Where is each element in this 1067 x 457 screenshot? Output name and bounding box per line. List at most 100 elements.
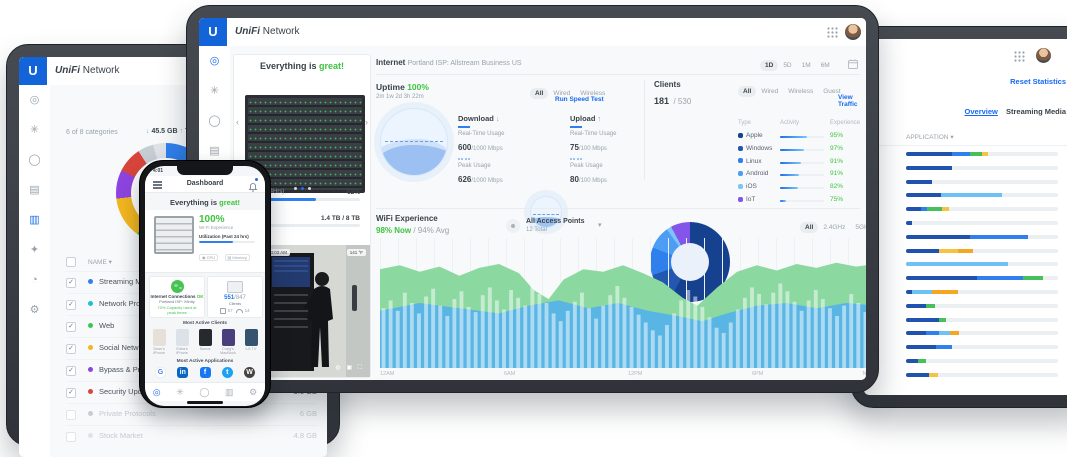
memory-chip[interactable]: ▤ Memory [224, 254, 250, 261]
client-type-name: Android [746, 170, 769, 178]
sidebar-item-topology[interactable]: ✳ [199, 76, 230, 106]
sidebar-item-notifications[interactable]: ◔ [19, 265, 50, 295]
sidebar-item-dashboard[interactable]: ◎ [199, 46, 230, 76]
linkedin-app-icon[interactable]: in [177, 367, 189, 378]
application-usage-bar [906, 234, 1058, 239]
category-row[interactable]: Stock Market 4.8 GB [66, 425, 317, 447]
phone-nav-statistics[interactable]: ▥ [225, 387, 234, 398]
clients-filter-guest[interactable]: Guest [823, 88, 841, 95]
internet-tile[interactable]: Internet Connections OK Portland ISP: Xf… [149, 276, 205, 318]
range-5d[interactable]: 5D [783, 62, 792, 69]
sidebar-item-statistics[interactable]: ▥ [19, 205, 50, 235]
row-checkbox[interactable]: ✓ [66, 388, 76, 398]
active-client-item[interactable]: Craig's MacBook [218, 329, 238, 357]
unifi-logo[interactable]: U [19, 57, 47, 85]
home-indicator[interactable] [187, 401, 223, 404]
active-client-item[interactable]: Erika's iPhone [172, 329, 192, 357]
unifi-logo[interactable]: U [199, 18, 227, 46]
wordpress-app-icon[interactable]: W [244, 367, 255, 378]
usage-segment [925, 331, 940, 336]
uptime-filter-wired[interactable]: Wired [553, 90, 571, 97]
app-grid-icon[interactable] [827, 27, 838, 38]
twitter-app-icon[interactable]: t [221, 367, 233, 378]
camera-controls[interactable]: ◍ ▣ ⛶ [335, 365, 364, 371]
clients-filter-all[interactable]: All [738, 86, 757, 97]
active-client-item[interactable]: Sean's iPhone [149, 329, 169, 357]
row-checkbox[interactable]: ✓ [66, 322, 76, 332]
sidebar-item-settings[interactable]: ⚙ [19, 295, 50, 325]
range-1m[interactable]: 1M [801, 62, 811, 69]
row-checkbox[interactable]: ✓ [66, 300, 76, 310]
activity-bar [780, 187, 824, 190]
cpu-chip[interactable]: ◉ CPU [199, 254, 219, 261]
row-checkbox[interactable] [66, 432, 76, 442]
reset-statistics-link[interactable]: Reset Statistics [1010, 77, 1066, 86]
wifi-filter-2.4ghz[interactable]: 2.4GHz [823, 224, 846, 231]
phone-nav-devices[interactable]: ◯ [199, 387, 209, 398]
wifi-filter-all[interactable]: All [800, 222, 819, 233]
app-grid-icon[interactable] [1014, 51, 1025, 62]
time-range-selector: 1D 5D 1M 6M [760, 54, 835, 72]
user-avatar[interactable] [1036, 48, 1051, 63]
sidebar-item-devices[interactable]: ◯ [199, 106, 230, 136]
carousel-dot[interactable] [307, 187, 311, 190]
settings-icon: ⚙ [29, 304, 40, 316]
phone-nav-topology[interactable]: ✳ [176, 387, 184, 398]
row-checkbox[interactable]: ✓ [66, 344, 76, 354]
carousel-prev-icon[interactable]: ‹ [236, 117, 239, 127]
application-usage-bar [906, 152, 1058, 156]
row-checkbox[interactable]: ✓ [66, 278, 76, 288]
sidebar-item-insights[interactable]: ✦ [19, 235, 50, 265]
download-arrow-icon: ↓ [146, 128, 150, 135]
uptime-filter-wireless[interactable]: Wireless [580, 90, 606, 97]
range-1d[interactable]: 1D [760, 60, 779, 71]
clients-filter-wireless[interactable]: Wireless [788, 88, 814, 95]
usage-segment [981, 152, 989, 156]
facebook-app-icon[interactable]: f [199, 367, 211, 378]
uptime-filter-all[interactable]: All [530, 88, 549, 99]
category-color-icon [88, 389, 93, 394]
sidebar-item-clients[interactable]: ▤ [199, 136, 230, 166]
os-type-icon [738, 196, 743, 202]
google-app-icon[interactable]: G [155, 367, 166, 378]
carousel-dots[interactable] [234, 177, 370, 195]
user-avatar[interactable] [845, 24, 861, 40]
clients-tile[interactable]: 551/847 Clients 57 14 [207, 276, 263, 318]
sidebar-item-clients[interactable]: ▤ [19, 175, 50, 205]
view-traffic-link[interactable]: View Traffic [838, 94, 858, 108]
wifi-experience-chart[interactable]: 12AM6AM12PM6PMNOW100806040200 [380, 238, 866, 377]
chart-x-label: NOW [862, 371, 866, 377]
active-client-item[interactable]: Sonos [195, 329, 215, 357]
run-speed-test-link[interactable]: Run Speed Test [555, 96, 604, 103]
tab-overview[interactable]: Overview [964, 107, 998, 116]
application-column-header[interactable]: APPLICATION ▾ [906, 134, 954, 141]
calendar-icon[interactable] [848, 56, 858, 74]
select-all-checkbox[interactable] [66, 257, 76, 267]
client-type-name: IoT [746, 195, 756, 203]
most-active-clients-title: Most Active Clients [182, 321, 228, 326]
notification-bell-icon[interactable] [248, 178, 258, 197]
sidebar-item-dashboard[interactable]: ◎ [19, 85, 50, 115]
client-type-name: Windows [746, 144, 773, 152]
active-client-item[interactable]: LG TV [241, 329, 261, 357]
phone-device: 4:01 Dashboard Everything is great! 100%… [139, 160, 271, 408]
carousel-next-icon[interactable]: › [365, 117, 368, 127]
sidebar-item-topology[interactable]: ✳ [19, 115, 50, 145]
carousel-dot[interactable] [293, 187, 297, 190]
clients-filter-wired[interactable]: Wired [761, 88, 779, 95]
tab-streaming-media[interactable]: Streaming Media [1005, 107, 1066, 116]
usage-segment [942, 207, 949, 212]
application-row: / 4.3 GB [864, 340, 1067, 354]
carousel-dot[interactable] [300, 187, 304, 190]
wifi-filter-5ghz[interactable]: 5GHz [855, 224, 866, 231]
row-checkbox[interactable]: ✓ [66, 366, 76, 376]
hamburger-menu-icon[interactable] [153, 181, 162, 183]
phone-nav-settings[interactable]: ⚙ [249, 387, 257, 398]
row-checkbox[interactable] [66, 410, 76, 420]
sidebar-item-devices[interactable]: ◯ [19, 145, 50, 175]
phone-nav-dashboard[interactable]: ◎ [153, 387, 161, 398]
name-column-header[interactable]: NAME ▾ [88, 259, 112, 266]
application-row: / 7.1 GB [864, 285, 1067, 299]
range-6m[interactable]: 6M [820, 62, 830, 69]
status-title: Everything is great! [259, 61, 345, 71]
